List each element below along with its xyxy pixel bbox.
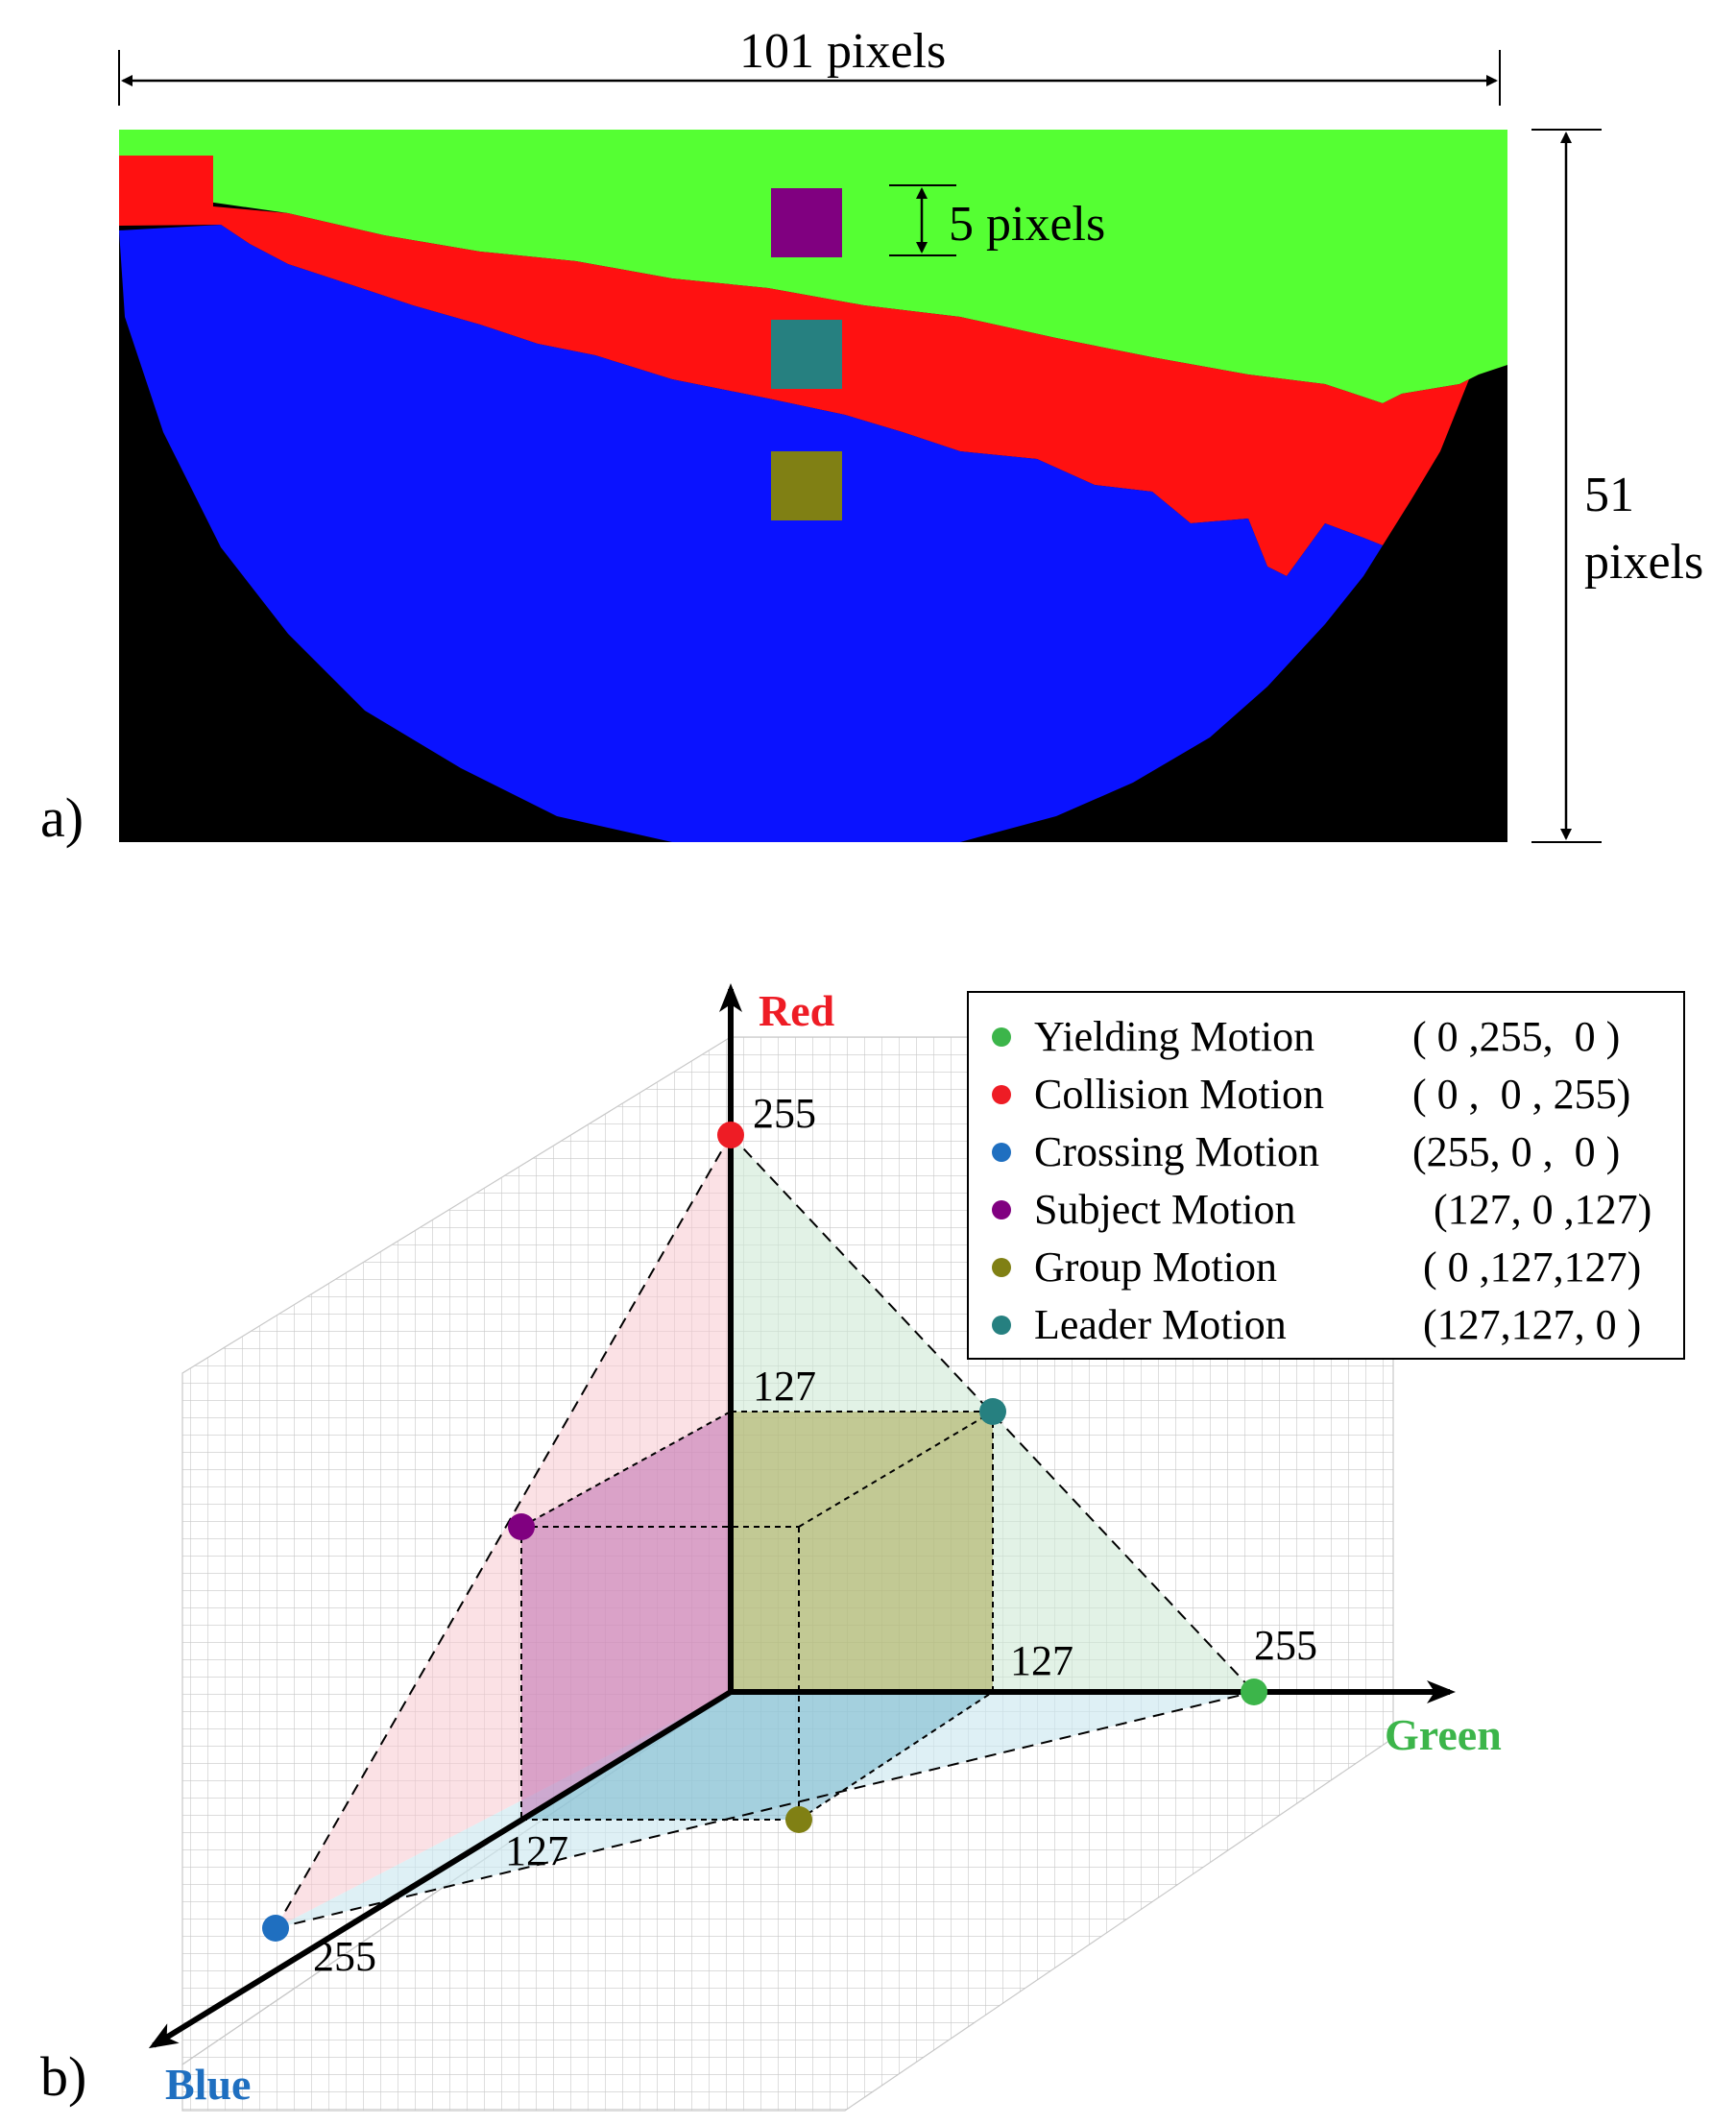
legend-row-yielding: Yielding Motion ( 0 ,255, 0 ) [969, 1010, 1683, 1066]
panel-a: 101 pixels 51 pixels 5 pixels a) [0, 0, 1736, 864]
subject-point [508, 1513, 535, 1540]
legend-name: Leader Motion [1034, 1301, 1287, 1348]
height-label-line2: pixels [1584, 535, 1704, 590]
legend-name: Group Motion [1034, 1244, 1277, 1291]
cube-face-rg [731, 1412, 993, 1692]
crossing-point [262, 1915, 289, 1942]
legend-row-crossing: Crossing Motion (255, 0 , 0 ) [969, 1125, 1683, 1181]
height-label-line1: 51 [1584, 468, 1634, 522]
green-axis-label: Green [1385, 1710, 1502, 1759]
legend-row-subject: Subject Motion (127, 0 ,127) [969, 1183, 1683, 1239]
legend-dot-group [992, 1258, 1011, 1277]
legend-dot-crossing [992, 1143, 1011, 1162]
legend-code: (127,127, 0 ) [1412, 1301, 1642, 1348]
legend-row-leader: Leader Motion (127,127, 0 ) [969, 1298, 1683, 1354]
olive-patch [771, 451, 842, 520]
legend-code: ( 0 ,255, 0 ) [1412, 1013, 1621, 1060]
seg-green-region [119, 130, 1507, 403]
legend-dot-yielding [992, 1027, 1011, 1047]
legend-code: (255, 0 , 0 ) [1412, 1128, 1621, 1175]
width-label: 101 pixels [739, 24, 947, 79]
collision-point [717, 1122, 744, 1148]
group-point [785, 1806, 812, 1833]
legend: Yielding Motion ( 0 ,255, 0 ) Collision … [967, 991, 1685, 1360]
legend-row-group: Group Motion ( 0 ,127,127) [969, 1241, 1683, 1296]
legend-name: Subject Motion [1034, 1186, 1296, 1233]
legend-code: (127, 0 ,127) [1412, 1186, 1652, 1233]
leader-point [979, 1398, 1006, 1425]
yielding-point [1241, 1678, 1267, 1705]
seg-blue-region [119, 225, 1383, 842]
panel-a-label: a) [40, 786, 84, 849]
blue-tick-127: 127 [505, 1827, 568, 1874]
legend-code: ( 0 , 0 , 255) [1412, 1071, 1631, 1118]
square-size-label: 5 pixels [949, 197, 1106, 252]
purple-patch [771, 188, 842, 257]
cube-face-rb [521, 1412, 731, 1820]
legend-dot-collision [992, 1085, 1011, 1104]
legend-code: ( 0 ,127,127) [1412, 1244, 1642, 1291]
blue-axis-label: Blue [165, 2060, 251, 2109]
legend-dot-leader [992, 1316, 1011, 1335]
blue-axis [148, 1689, 733, 2049]
green-tick-255: 255 [1254, 1622, 1317, 1669]
legend-dot-subject [992, 1200, 1011, 1219]
blue-tick-255: 255 [313, 1933, 376, 1980]
legend-name: Crossing Motion [1034, 1128, 1320, 1175]
segmentation-figure [118, 29, 1602, 843]
panel-b-label: b) [40, 2045, 86, 2108]
legend-name: Collision Motion [1034, 1071, 1324, 1118]
red-tick-255: 255 [753, 1090, 816, 1137]
cube-face-gb [521, 1692, 993, 1820]
red-axis-label: Red [759, 986, 835, 1035]
red-tick-127: 127 [753, 1363, 816, 1410]
legend-name: Yielding Motion [1034, 1013, 1315, 1060]
teal-patch [771, 320, 842, 389]
legend-row-collision: Collision Motion ( 0 , 0 , 255) [969, 1068, 1683, 1123]
green-tick-127: 127 [1010, 1637, 1073, 1684]
